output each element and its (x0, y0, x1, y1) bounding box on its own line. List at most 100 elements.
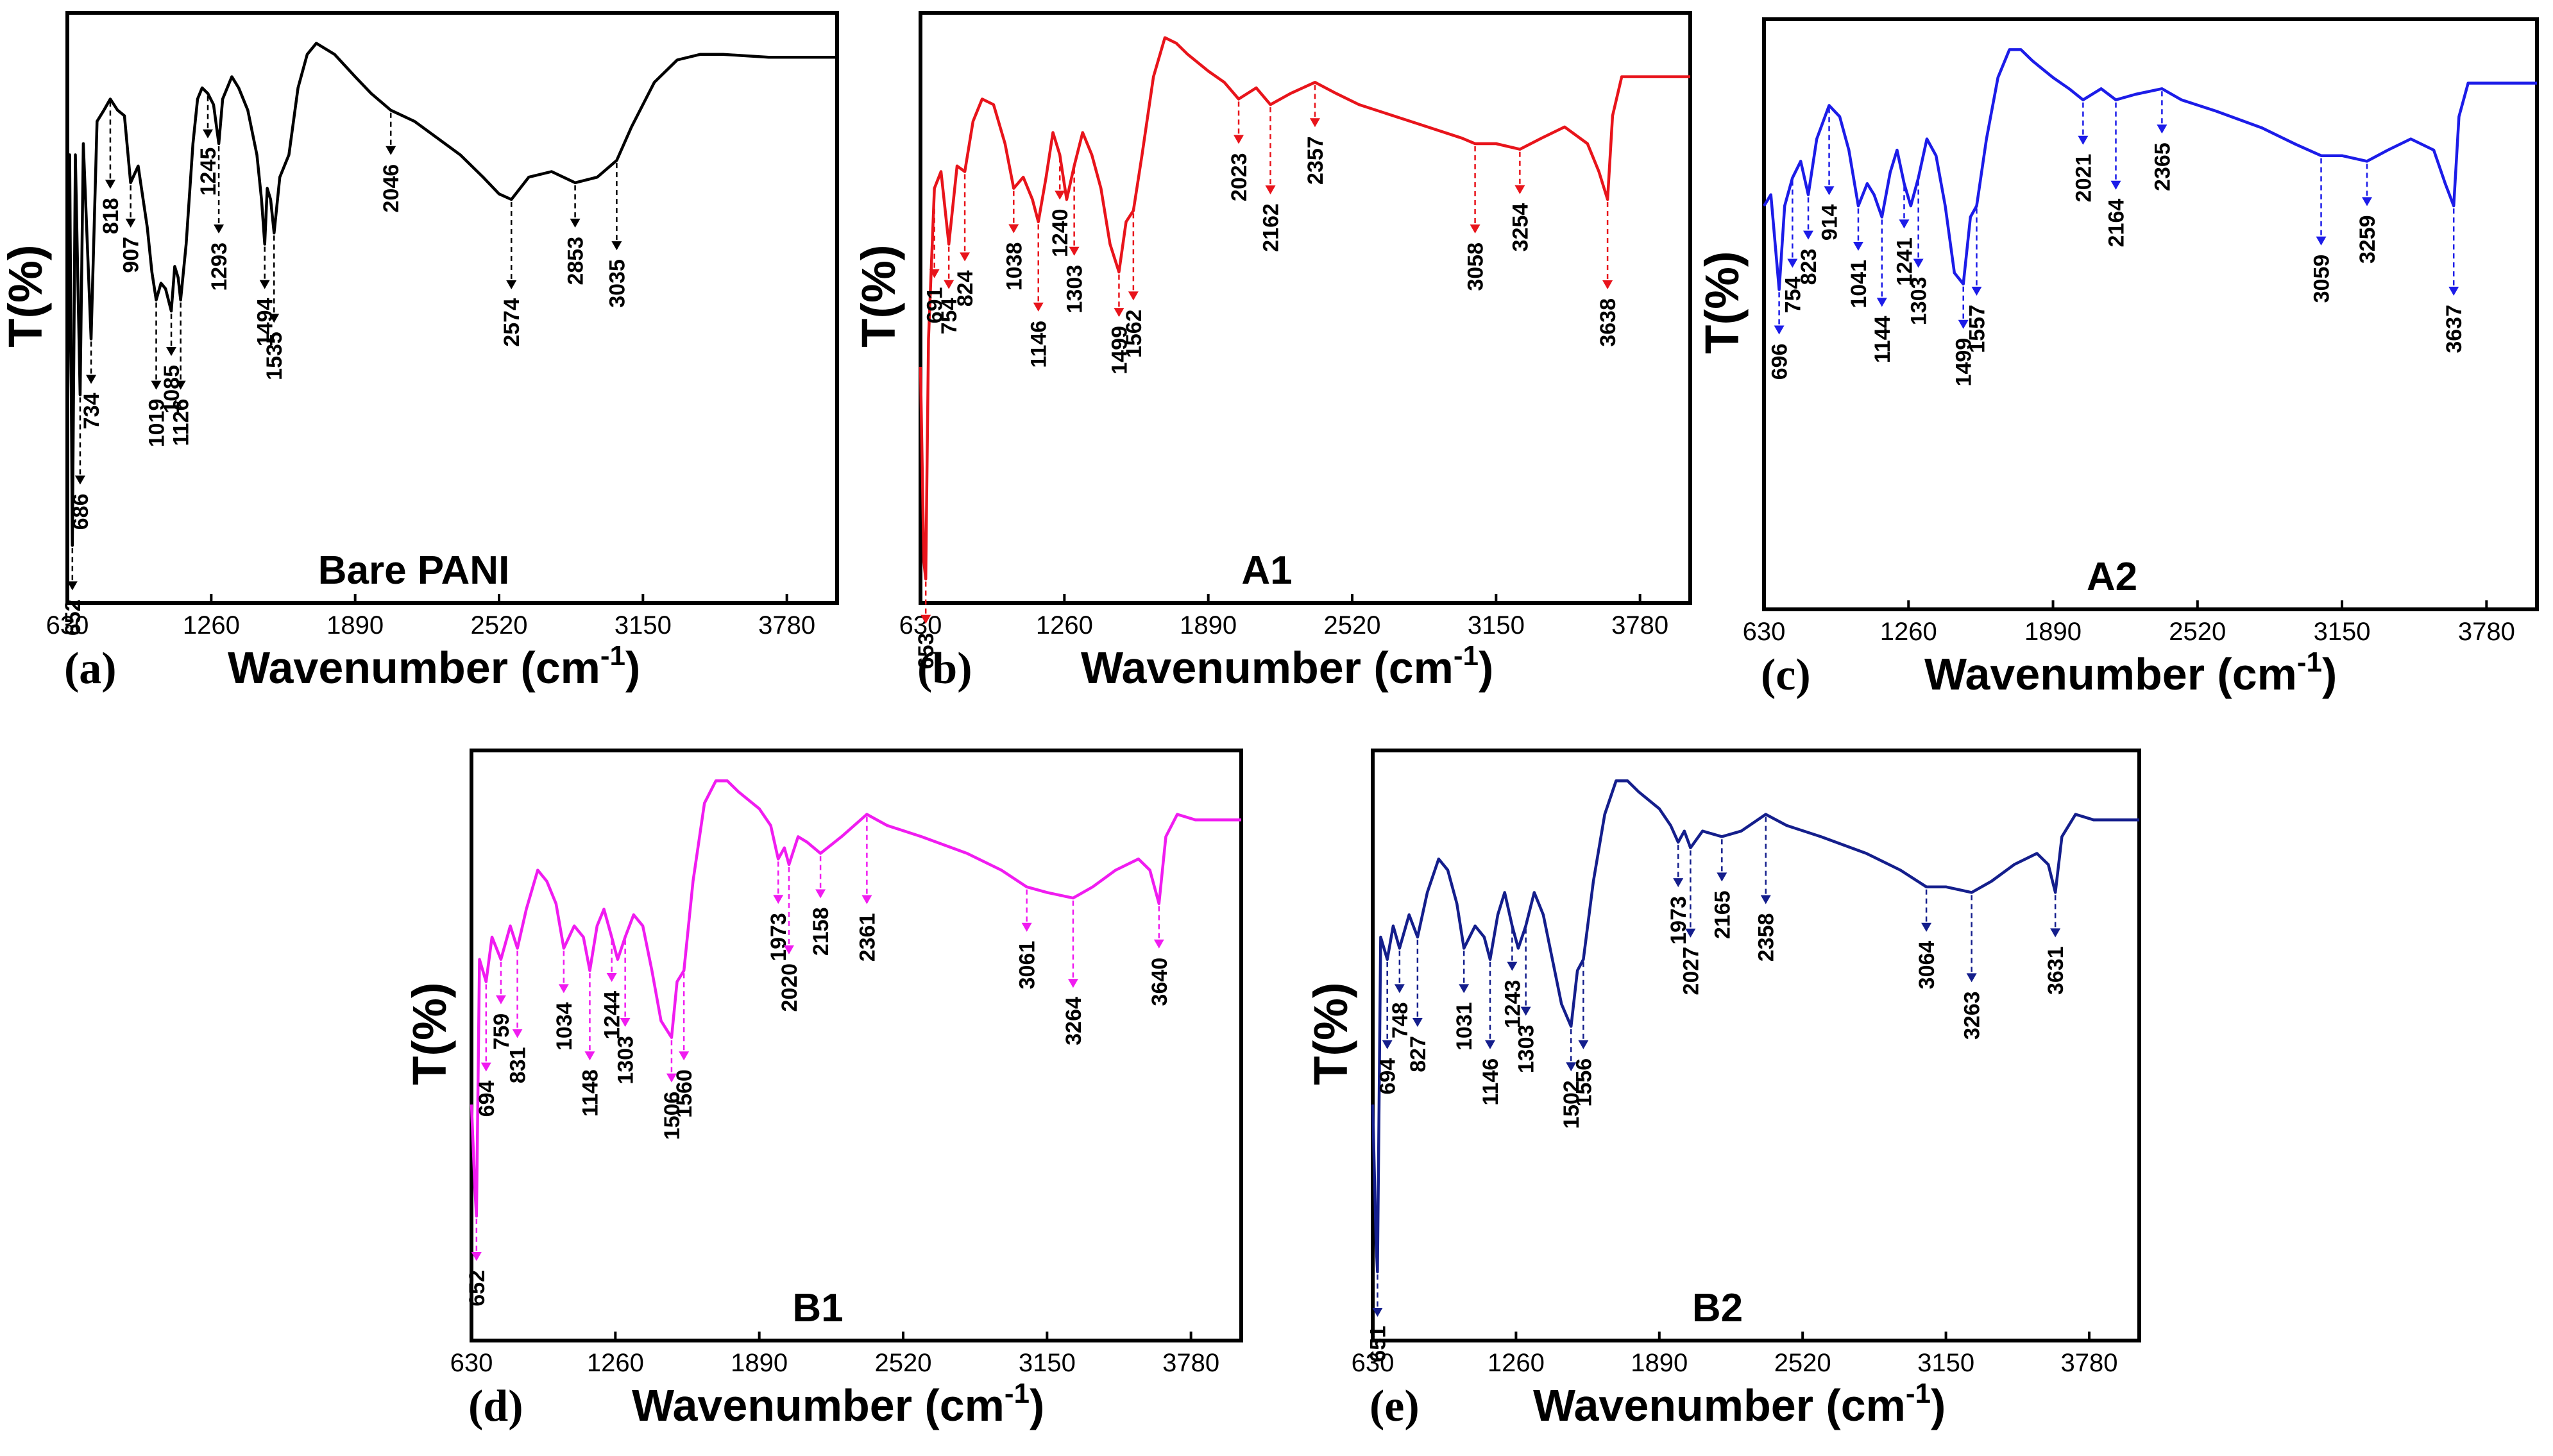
peak-arrowhead (1774, 325, 1785, 335)
peak-label: 1019 (145, 399, 169, 448)
peak-arrowhead (2362, 197, 2373, 207)
x-axis-title-close: ) (1030, 1380, 1044, 1430)
x-tick-label: 630 (899, 611, 942, 639)
peak-label: 2358 (1754, 913, 1779, 962)
peak-arrowhead (558, 984, 569, 994)
x-axis-title-text: Wavenumber (cm (632, 1380, 1005, 1430)
peak-label: 818 (99, 198, 123, 234)
peak-arrowhead (125, 218, 136, 228)
x-tick-label: 2520 (1324, 611, 1381, 639)
panel-tag: (a) (64, 644, 117, 693)
peak-arrowhead (1921, 922, 1932, 932)
peak-arrowhead (1787, 258, 1798, 268)
peak-arrowhead (1055, 190, 1065, 200)
peak-arrowhead (259, 280, 270, 289)
peak-label: 1243 (1500, 980, 1525, 1029)
x-axis-title: Wavenumber (cm-1) (1924, 647, 2337, 699)
x-tick-label: 1890 (327, 611, 384, 639)
peak-label: 2165 (1710, 890, 1735, 939)
peak-arrowhead (1265, 185, 1276, 195)
panel-tag: (b) (917, 644, 972, 693)
x-tick-label: 1260 (1036, 611, 1093, 639)
peak-label: 1146 (1479, 1058, 1503, 1106)
peak-arrowhead (1234, 135, 1244, 144)
peak-label: 748 (1388, 1002, 1412, 1038)
peak-arrowhead (1153, 939, 1164, 949)
peak-label: 1034 (552, 1002, 577, 1051)
peak-label: 1506 (660, 1092, 684, 1140)
peak-label: 652 (465, 1270, 489, 1307)
peak-label: 2162 (1259, 203, 1284, 252)
peak-arrowhead (67, 581, 78, 591)
peak-arrowhead (606, 973, 617, 982)
peak-label: 1148 (578, 1069, 602, 1117)
peak-label: 3263 (1960, 991, 1985, 1040)
peak-label: 1085 (160, 365, 184, 414)
peak-arrowhead (1760, 895, 1771, 904)
peak-label: 3264 (1062, 997, 1086, 1045)
peak-label: 3061 (1015, 941, 1040, 990)
x-tick-label: 2520 (471, 611, 528, 639)
peak-label: 1499 (1107, 326, 1132, 375)
x-tick-label: 2520 (2169, 618, 2226, 646)
peak-label: 1244 (600, 991, 625, 1040)
peak-label: 3064 (1915, 941, 1939, 990)
x-axis-title-close: ) (625, 643, 640, 693)
x-axis-title-close: ) (2322, 649, 2337, 699)
peak-arrowhead (480, 1062, 491, 1072)
peak-arrowhead (386, 146, 396, 155)
sample-label: A2 (2087, 555, 2137, 599)
peak-arrowhead (679, 1051, 690, 1061)
spectrum-line (1371, 779, 2139, 1274)
peak-arrowhead (214, 224, 225, 233)
x-tick-label: 1260 (1880, 618, 1937, 646)
peak-arrowhead (611, 241, 622, 251)
peak-arrowhead (570, 218, 581, 228)
peak-arrowhead (1394, 984, 1405, 994)
peak-label: 3059 (2310, 255, 2334, 303)
peak-arrowhead (175, 380, 186, 390)
peak-arrowhead (1514, 185, 1525, 194)
peak-label: 1303 (1063, 265, 1087, 314)
peak-label: 2164 (2105, 199, 2129, 248)
peak-label: 914 (1818, 204, 1842, 241)
spectrum-line (919, 36, 1690, 580)
spectrum-line (65, 42, 837, 547)
x-axis-title-text: Wavenumber (cm (1081, 643, 1454, 693)
x-tick-label: 630 (450, 1349, 493, 1377)
x-axis-title: Wavenumber (cm-1) (1081, 640, 1493, 693)
ftir-panel-b1: 630 1260 1890 2520 3150 378065269475983110341… (403, 749, 1243, 1431)
peak-arrowhead (666, 1073, 677, 1083)
peak-arrowhead (1578, 1040, 1589, 1049)
x-tick-label: 1260 (1488, 1349, 1545, 1377)
peak-arrowhead (1067, 979, 1078, 988)
panel-tag: (e) (1370, 1382, 1420, 1431)
x-tick-label: 630 (46, 611, 89, 639)
peak-arrowhead (960, 252, 971, 262)
peak-arrowhead (2316, 236, 2327, 246)
peak-label: 1240 (1048, 208, 1073, 257)
peak-label: 1499 (1952, 338, 1976, 387)
peak-label: 3640 (1148, 958, 1172, 1006)
x-axis-title-sup: -1 (2297, 647, 2322, 678)
x-tick-label: 3150 (2314, 618, 2371, 646)
peak-label: 831 (506, 1047, 530, 1083)
peak-label: 3254 (1508, 203, 1532, 252)
peak-arrowhead (1673, 878, 1684, 888)
x-tick-label: 2520 (875, 1349, 932, 1377)
peak-label: 3638 (1596, 298, 1620, 347)
x-tick-label: 1890 (2024, 618, 2082, 646)
peak-label: 1041 (1847, 260, 1871, 309)
y-axis-title: T(%) (1304, 982, 1357, 1085)
peak-label: 2361 (855, 913, 879, 962)
peak-arrowhead (1685, 928, 1696, 938)
peak-label: 694 (1376, 1058, 1400, 1095)
peak-arrowhead (512, 1029, 523, 1038)
x-axis-title-text: Wavenumber (cm (1533, 1380, 1906, 1430)
peak-label: 907 (119, 237, 144, 273)
peak-arrowhead (944, 280, 954, 289)
x-tick-label: 1260 (587, 1349, 644, 1377)
x-tick-label: 1890 (731, 1349, 788, 1377)
x-axis-title-text: Wavenumber (cm (228, 643, 600, 693)
plot-frame (919, 11, 1692, 605)
